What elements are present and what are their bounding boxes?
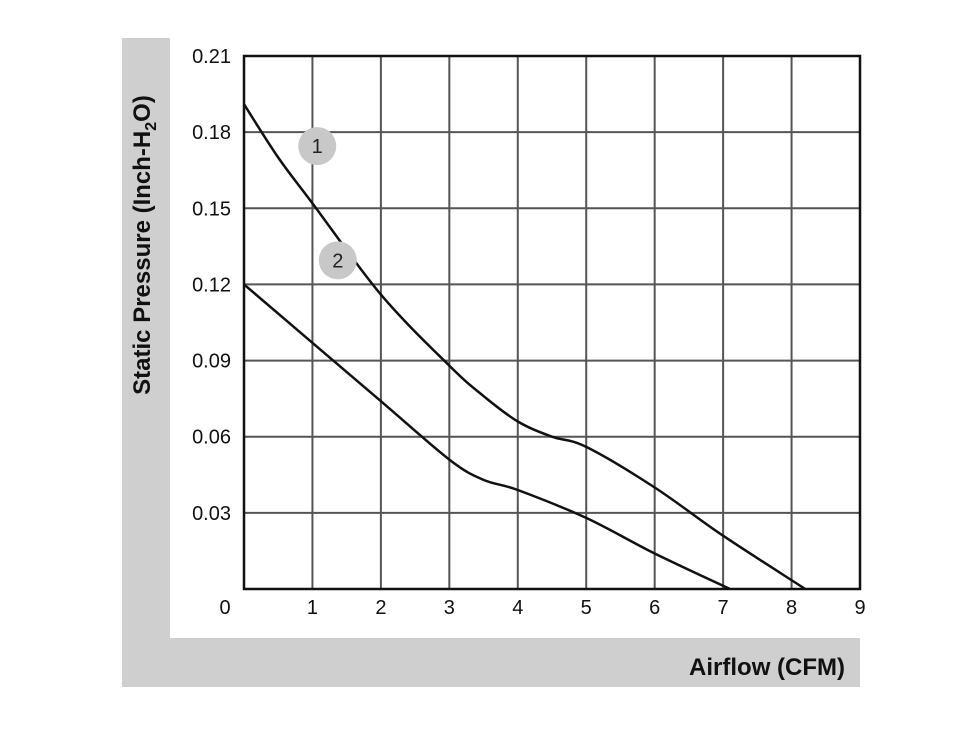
axis-backdrop-bottom: [122, 638, 860, 687]
x-tick-label: 2: [375, 597, 386, 619]
x-tick-label: 0: [219, 597, 230, 619]
x-tick-label: 1: [307, 597, 318, 619]
x-tick-label: 5: [581, 597, 592, 619]
x-tick-labels: 0 1 2 3 4 5 6 7 8 9: [219, 597, 865, 619]
y-tick-label: 0.15: [192, 198, 231, 220]
plot-area: [244, 56, 860, 589]
y-tick-labels: 0.21 0.18 0.15 0.12 0.09 0.06 0.03: [192, 46, 231, 525]
y-tick-label: 0.12: [192, 274, 231, 296]
x-tick-label: 3: [444, 597, 455, 619]
series-badge-circle: [298, 127, 337, 166]
plot-frame: [242, 54, 862, 591]
y-tick-label: 0.03: [192, 503, 231, 525]
series-line-2: [243, 283, 731, 591]
y-axis-title-subscript: 2: [143, 122, 160, 131]
series-badges: 12: [298, 127, 357, 280]
y-axis-title-suffix: O): [129, 95, 156, 122]
x-tick-label: 6: [649, 597, 660, 619]
series-badge-circle: [318, 241, 357, 280]
series-badge-label: 1: [312, 136, 323, 158]
series-badge-label: 2: [332, 250, 343, 272]
x-tick-label: 4: [512, 597, 523, 619]
series-badge-1: 1: [298, 127, 337, 166]
series-layer: [242, 103, 806, 591]
series-badge-2: 2: [318, 241, 357, 280]
y-tick-label: 0.18: [192, 122, 231, 144]
axis-backdrop-left: [122, 38, 170, 687]
series-line-1: [242, 103, 806, 591]
y-axis-title-prefix: Static Pressure (Inch-H: [129, 131, 156, 395]
x-tick-label: 7: [718, 597, 729, 619]
y-tick-label: 0.06: [192, 427, 231, 449]
x-axis-title: Airflow (CFM): [689, 654, 845, 681]
x-tick-label: 9: [854, 597, 865, 619]
y-axis-title: Static Pressure (Inch-H2O): [129, 95, 160, 395]
grid-lines: [244, 56, 860, 589]
y-tick-label: 0.09: [192, 351, 231, 373]
y-tick-label: 0.21: [192, 46, 231, 68]
x-tick-label: 8: [786, 597, 797, 619]
